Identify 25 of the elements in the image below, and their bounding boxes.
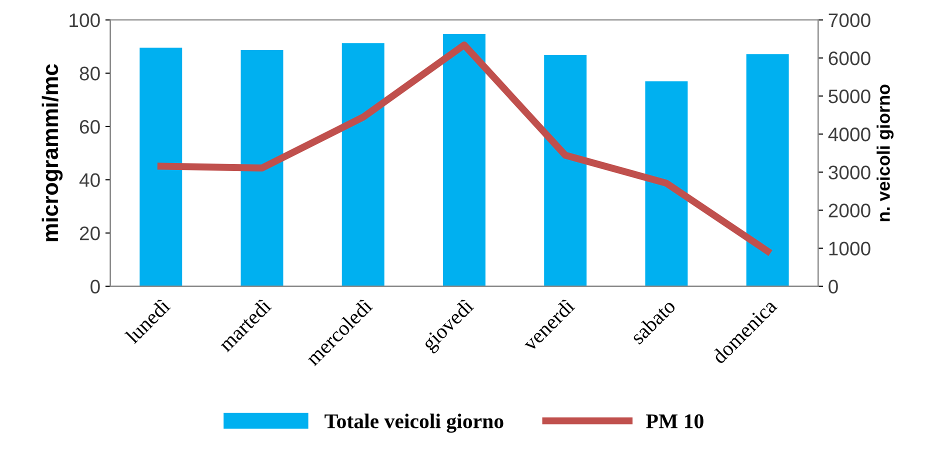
y-tick-label: 20 — [80, 226, 100, 240]
y2-tick-label: 2000 — [828, 204, 870, 218]
y-tick-label: 100 — [70, 13, 100, 28]
y2-axis-title: n. veicoli giorno — [876, 84, 894, 222]
bar — [240, 50, 284, 286]
bar — [140, 48, 182, 286]
bar — [544, 54, 587, 286]
y2-tick-label: 0 — [828, 280, 838, 294]
y-tick-label: 80 — [80, 66, 100, 80]
y2-tick-label: 7000 — [828, 13, 870, 28]
bar — [645, 81, 688, 286]
y2-tick-label: 5000 — [828, 90, 870, 104]
legend-label: Totale veicoli giorno — [324, 414, 504, 433]
y2-tick-label: 6000 — [828, 51, 870, 66]
legend-label: PM 10 — [646, 414, 704, 428]
y2-tick-label: 3000 — [828, 166, 870, 180]
y-axis-title: microgrammi/mc — [42, 64, 63, 242]
y-tick-label: 0 — [90, 280, 100, 294]
y2-tick-label: 1000 — [829, 242, 870, 256]
bar — [442, 34, 486, 286]
y-tick-label: 40 — [79, 173, 100, 187]
bar — [746, 54, 789, 286]
y2-tick-label: 4000 — [828, 128, 870, 142]
y-tick-label: 60 — [80, 120, 100, 134]
bar — [342, 43, 384, 286]
